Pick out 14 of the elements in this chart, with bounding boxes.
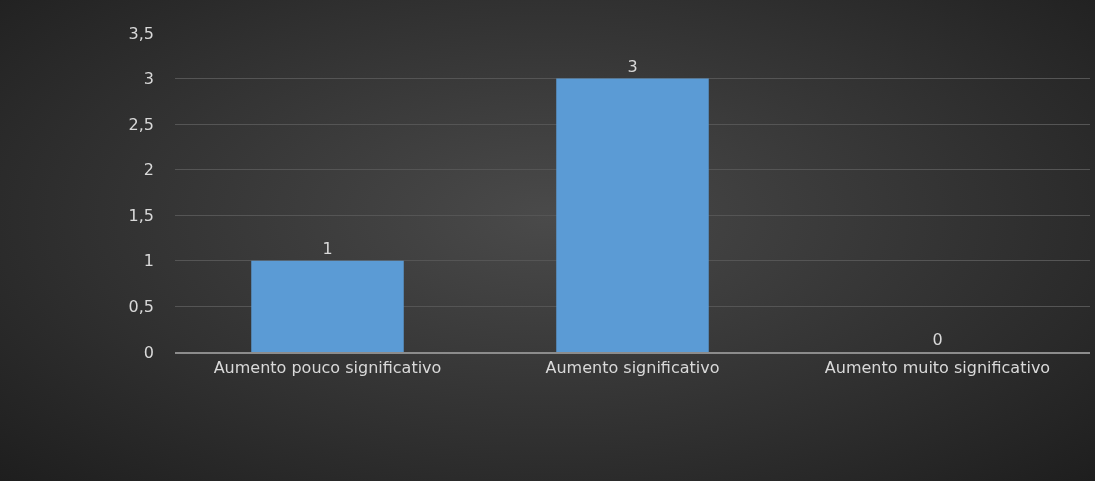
data-label: 0 xyxy=(932,330,943,349)
data-label: 1 xyxy=(322,238,333,258)
y-tick-label: 2 xyxy=(143,160,154,180)
y-tick-label: 0,5 xyxy=(128,297,154,317)
x-tick-label: Aumento significativo xyxy=(545,358,720,378)
x-tick-label: Aumento pouco significativo xyxy=(213,358,442,378)
y-tick-label: 3 xyxy=(143,69,154,89)
y-tick-label: 2,5 xyxy=(128,114,154,134)
x-tick-label: Aumento muito significativo xyxy=(824,358,1051,378)
y-tick-label: 1 xyxy=(143,251,154,271)
y-tick-label: 0 xyxy=(143,342,154,362)
y-tick-label: 3,5 xyxy=(128,23,154,43)
y-tick-label: 1,5 xyxy=(128,205,154,225)
data-label: 3 xyxy=(627,56,638,76)
